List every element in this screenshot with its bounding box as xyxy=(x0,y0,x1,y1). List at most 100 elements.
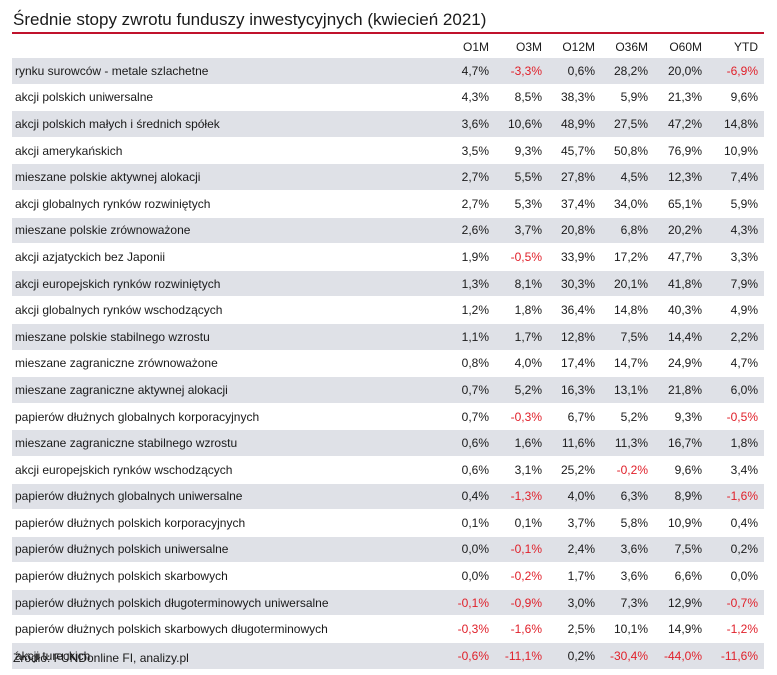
return-value-ytd: 3,4% xyxy=(708,456,764,484)
column-header: O36M xyxy=(615,39,648,54)
return-value-o1m: 0,7% xyxy=(442,376,495,404)
return-value-o3m: -0,9% xyxy=(495,589,548,617)
table-row: mieszane polskie aktywnej alokacji 2,7% 5,… xyxy=(12,163,764,191)
return-value-o60m: 21,3% xyxy=(654,84,708,112)
table-row: mieszane polskie zrównoważone 2,6% 3,7% 20,… xyxy=(12,217,764,245)
return-value-o12m: 0,2% xyxy=(548,642,601,670)
return-value-o60m: 14,4% xyxy=(654,323,708,351)
return-value-ytd: 9,6% xyxy=(708,84,764,112)
fund-category-name: akcji globalnych rynków rozwiniętych xyxy=(12,190,442,218)
fund-category-name: akcji azjatyckich bez Japonii xyxy=(12,243,442,271)
return-value-o1m: 2,7% xyxy=(442,190,495,218)
return-value-o60m: 47,7% xyxy=(654,243,708,271)
return-value-o36m: 3,6% xyxy=(601,536,654,564)
return-value-o36m: 10,1% xyxy=(601,615,654,644)
return-value-o36m: 50,8% xyxy=(601,137,654,165)
source-note: Źródło: FUNDonline FI, analizy.pl xyxy=(13,651,189,665)
column-header: O1M xyxy=(462,39,489,54)
return-value-ytd: 3,3% xyxy=(708,243,764,271)
table-row: akcji azjatyckich bez Japonii 1,9% -0,5% 33… xyxy=(12,243,764,271)
return-value-o3m: 1,7% xyxy=(495,323,548,351)
return-value-ytd: -6,9% xyxy=(708,58,764,85)
return-value-o1m: 0,0% xyxy=(442,562,495,590)
return-value-o60m: 41,8% xyxy=(654,270,708,298)
return-value-ytd: -1,2% xyxy=(708,615,764,644)
fund-category-name: papierów dłużnych polskich korporacyjnyc… xyxy=(12,509,442,537)
fund-category-name: mieszane polskie stabilnego wzrostu xyxy=(12,323,442,351)
return-value-o60m: 20,2% xyxy=(654,217,708,245)
table-row: papierów dłużnych polskich skarbowych 0,0… xyxy=(12,562,764,590)
return-value-o3m: 3,7% xyxy=(495,217,548,245)
returns-table: O1M O3M O12M O36M O60M YTD rynku surowcó… xyxy=(12,35,764,670)
return-value-o12m: 12,8% xyxy=(548,323,601,351)
fund-category-name: papierów dłużnych globalnych uniwersalne xyxy=(12,483,442,511)
header-row: O1M O3M O12M O36M O60M YTD xyxy=(12,35,764,58)
return-value-o36m: 17,2% xyxy=(601,243,654,271)
return-value-o3m: 8,1% xyxy=(495,270,548,298)
return-value-ytd: 0,0% xyxy=(708,562,764,590)
return-value-ytd: 7,9% xyxy=(708,270,764,298)
return-value-o1m: 0,6% xyxy=(442,429,495,457)
return-value-o36m: -30,4% xyxy=(601,642,654,670)
fund-category-name: akcji globalnych rynków wschodzących xyxy=(12,296,442,324)
return-value-o12m: 36,4% xyxy=(548,296,601,324)
return-value-o36m: -0,2% xyxy=(601,456,654,484)
return-value-o12m: 27,8% xyxy=(548,163,601,191)
return-value-o36m: 27,5% xyxy=(601,110,654,138)
return-value-o1m: 0,0% xyxy=(442,536,495,564)
table-row: akcji globalnych rynków rozwiniętych 2,7%… xyxy=(12,190,764,218)
fund-category-name: akcji amerykańskich xyxy=(12,137,442,165)
return-value-o1m: 0,8% xyxy=(442,350,495,378)
return-value-ytd: 5,9% xyxy=(708,190,764,218)
return-value-o1m: 4,7% xyxy=(442,58,495,85)
return-value-o12m: 25,2% xyxy=(548,456,601,484)
return-value-o60m: 47,2% xyxy=(654,110,708,138)
return-value-o36m: 7,3% xyxy=(601,589,654,617)
header-fund-type xyxy=(12,35,442,58)
return-value-o36m: 14,8% xyxy=(601,296,654,324)
return-value-o3m: -1,6% xyxy=(495,615,548,644)
return-value-o3m: -3,3% xyxy=(495,58,548,85)
return-value-o3m: 4,0% xyxy=(495,350,548,378)
fund-category-name: akcji tureckich xyxy=(12,642,442,670)
return-value-o1m: -0,1% xyxy=(442,589,495,617)
return-value-o60m: 20,0% xyxy=(654,58,708,85)
table-row: papierów dłużnych globalnych korporacyjn… xyxy=(12,403,764,431)
return-value-o12m: 33,9% xyxy=(548,243,601,271)
return-value-ytd: -1,6% xyxy=(708,483,764,511)
table-row: mieszane zagraniczne zrównoważone 0,8% 4,0… xyxy=(12,350,764,378)
return-value-o3m: -11,1% xyxy=(495,642,548,670)
return-value-o3m: 3,1% xyxy=(495,456,548,484)
fund-category-name: mieszane zagraniczne zrównoważone xyxy=(12,350,442,378)
return-value-o36m: 4,5% xyxy=(601,163,654,191)
return-value-o60m: 9,3% xyxy=(654,403,708,431)
return-value-o12m: 11,6% xyxy=(548,429,601,457)
return-value-o3m: 9,3% xyxy=(495,137,548,165)
return-value-ytd: -0,7% xyxy=(708,589,764,617)
fund-category-name: papierów dłużnych polskich długoterminow… xyxy=(12,589,442,617)
return-value-o60m: 8,9% xyxy=(654,483,708,511)
table-row: papierów dłużnych polskich uniwersalne 0,… xyxy=(12,536,764,564)
return-value-o60m: 12,9% xyxy=(654,589,708,617)
return-value-o60m: 6,6% xyxy=(654,562,708,590)
return-value-o12m: 45,7% xyxy=(548,137,601,165)
return-value-o1m: -0,6% xyxy=(442,642,495,670)
table-row: papierów dłużnych polskich długoterminow… xyxy=(12,589,764,617)
return-value-o36m: 5,8% xyxy=(601,509,654,537)
return-value-o3m: 5,3% xyxy=(495,190,548,218)
return-value-o60m: 76,9% xyxy=(654,137,708,165)
return-value-o1m: -0,3% xyxy=(442,615,495,644)
return-value-o12m: 3,7% xyxy=(548,509,601,537)
return-value-o36m: 5,9% xyxy=(601,84,654,112)
table-row: akcji polskich małych i średnich spółek 3… xyxy=(12,110,764,138)
title-divider xyxy=(12,32,764,34)
fund-category-name: mieszane polskie zrównoważone xyxy=(12,217,442,245)
return-value-ytd: 10,9% xyxy=(708,137,764,165)
return-value-o12m: 48,9% xyxy=(548,110,601,138)
table-row: mieszane zagraniczne stabilnego wzrostu 0… xyxy=(12,429,764,457)
return-value-o1m: 0,6% xyxy=(442,456,495,484)
fund-category-name: akcji polskich małych i średnich spółek xyxy=(12,110,442,138)
return-value-o12m: 1,7% xyxy=(548,562,601,590)
return-value-o1m: 1,1% xyxy=(442,323,495,351)
fund-category-name: papierów dłużnych polskich skarbowych xyxy=(12,562,442,590)
